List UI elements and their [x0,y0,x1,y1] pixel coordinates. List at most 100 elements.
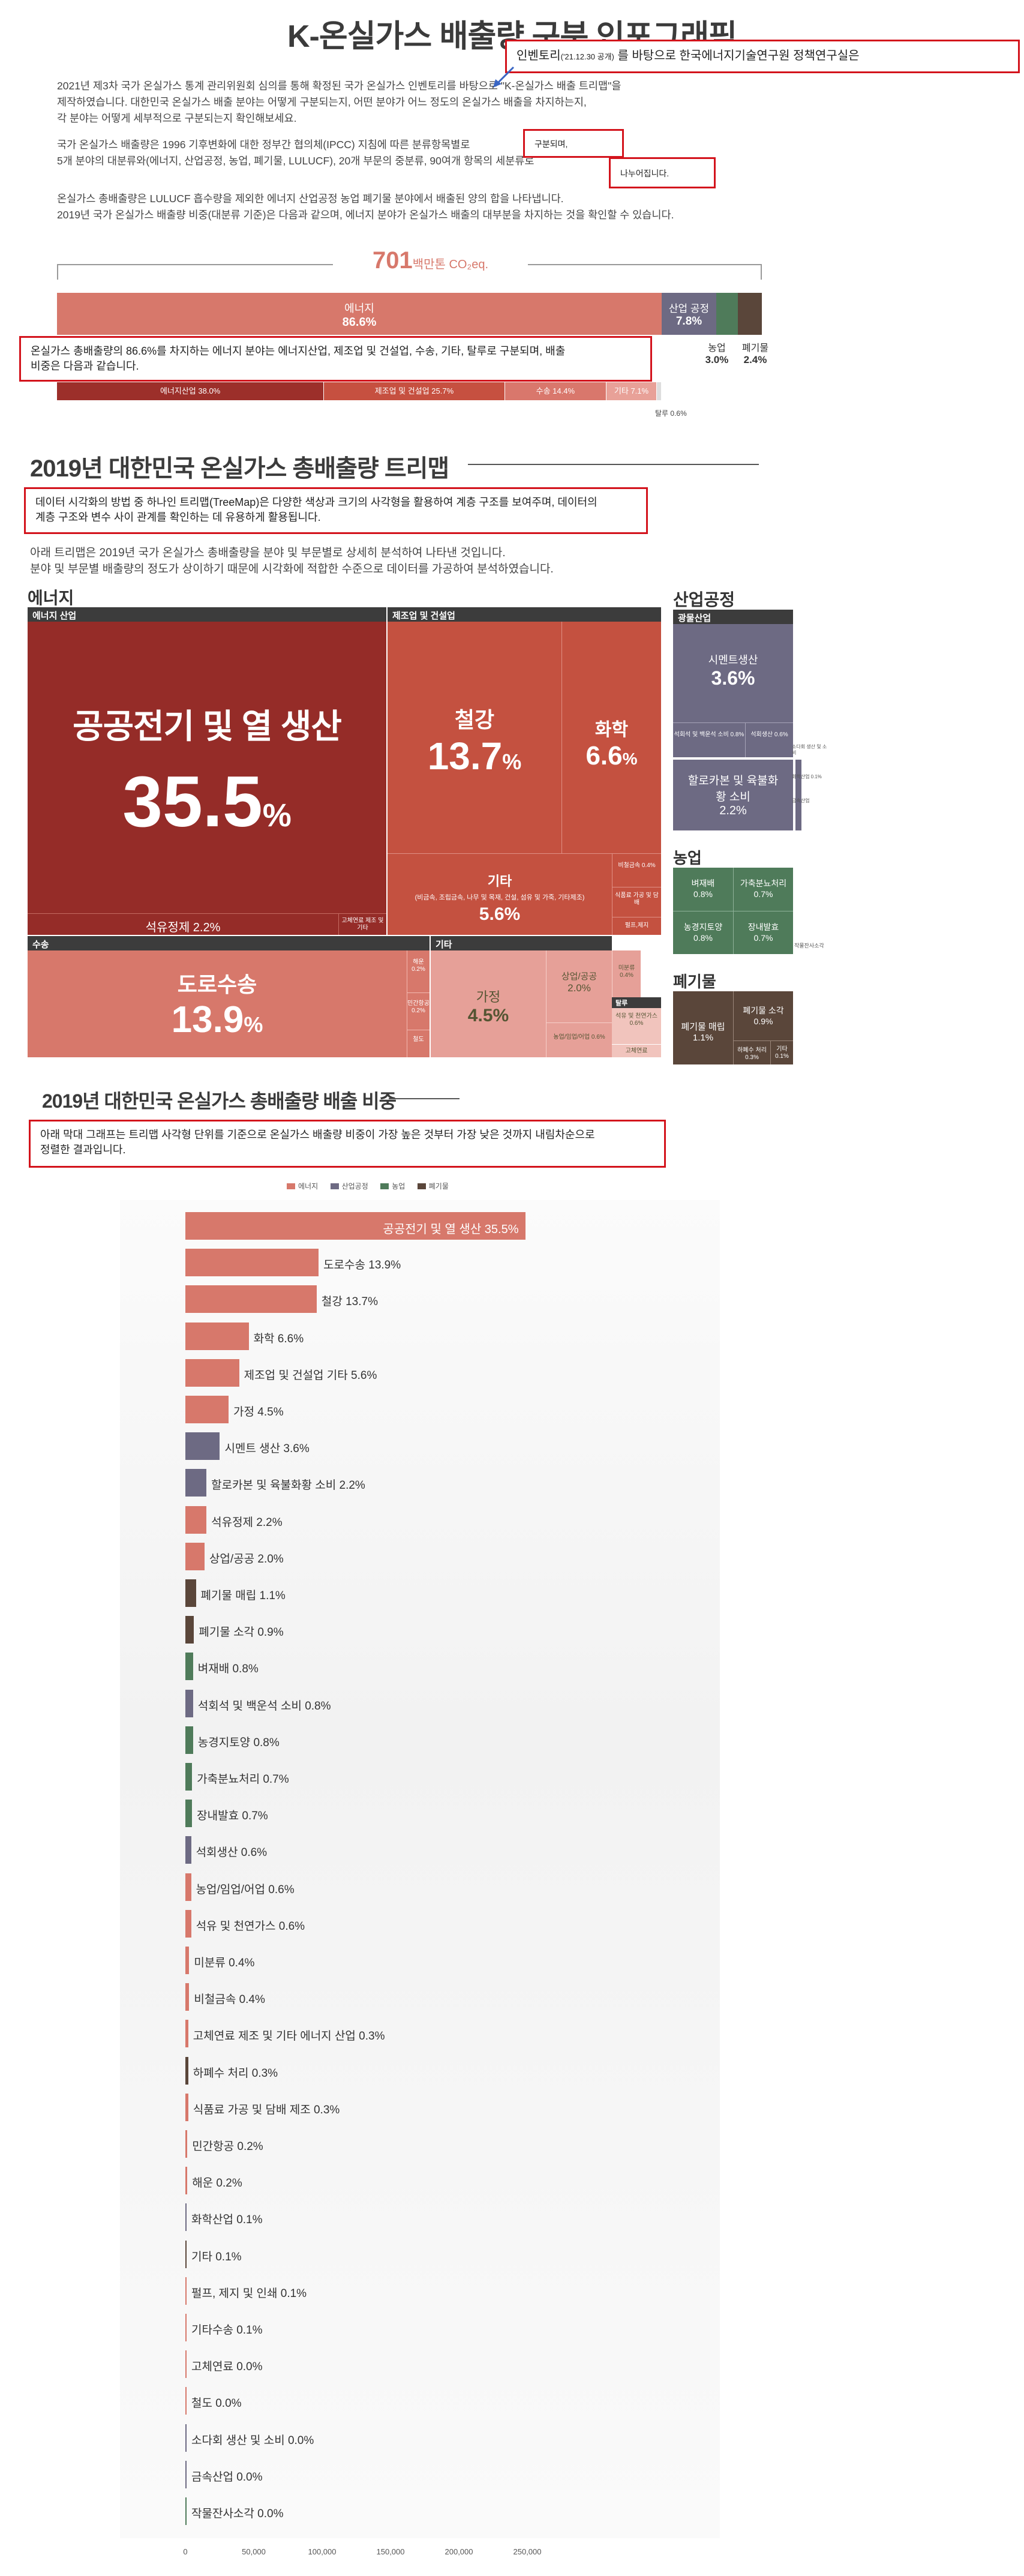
legend-swatch [287,1183,295,1189]
cell-label: 장내발효 [747,922,779,932]
mineral-header: 광물산업 [673,610,793,629]
treemap-wastewater: 하폐수 처리 0.3% [733,1040,770,1064]
chart-bar-label: 소다회 생산 및 소비 0.0% [191,2434,314,2447]
chart-bar-label: 고체연료 제조 및 기타 에너지 산업 0.3% [193,2030,385,2043]
treemap-unclassified: 미분류 0.4% [612,950,641,997]
legend-label: 농업 [392,1182,406,1190]
chart-bar [185,2203,187,2232]
chart-bar-label: 펄프, 제지 및 인쇄 0.1% [191,2287,307,2300]
treemap-waste-title: 폐기물 [673,973,716,991]
cell-value: 2.2% [719,804,747,817]
chart-bar-label: 제조업 및 건설업 기타 5.6% [244,1369,377,1382]
chart-bar-label: 벼재배 0.8% [197,1663,259,1676]
treemap-incineration: 폐기물 소각 0.9% [733,991,793,1040]
intro-line: 2019년 국가 온실가스 배출량 비중(대분류 기준)은 다음과 같으며, 에… [57,209,674,221]
cell-label: 고체연료 제조 및 기타 [341,917,384,931]
treemap-household: 가정 4.5% [431,950,546,1057]
note-text: 나누어집니다. [620,169,669,178]
legend-item: 농업 [380,1181,405,1191]
legend-item: 산업공정 [330,1181,368,1191]
energy-subsector-segment: 수송 14.4% [505,382,606,400]
sector-energy-bar: 에너지 86.6% [57,293,662,335]
arrow-icon [492,65,516,89]
legend-label: 폐기물 [428,1182,449,1190]
sector-value: 3.0% [705,354,729,365]
note-line: 온실가스 총배출량의 86.6%를 차지하는 에너지 분야는 에너지산업, 제조… [31,345,566,357]
chart-bar [185,1689,193,1717]
energy-subsector-segment [657,382,662,400]
cell-label: 비철금속 0.4% [618,862,656,869]
transport-header: 수송 [28,936,430,955]
chart-bar-label: 할로카본 및 육불화황 소비 2.2% [211,1479,365,1492]
cell-value: 0.7% [753,889,773,899]
intro-line: 국가 온실가스 배출량은 1996 기후변화에 대한 정부간 협의체(IPCC)… [57,139,470,151]
chart-bar [185,2240,187,2268]
cell-label: 화학산업 0.1% [792,774,822,779]
chart-bar-label: 해운 0.2% [192,2177,242,2190]
chart-bar-label: 가축분뇨처리 0.7% [197,1773,289,1786]
cell-value: 0.8% [693,889,713,899]
intro-paragraph-1: 2021년 제3차 국가 온실가스 통계 관리위원회 심의를 통해 확정된 국가… [57,78,795,127]
cell-label: 석유정제 2.2% [145,921,221,934]
treemap-solid-fuel: 고체연료 제조 및 기타 [338,913,386,935]
treemap-solid-fuel-leak: 고체연료 [612,1044,661,1057]
note-line: 정렬한 결과입니다. [40,1144,126,1156]
treemap-rail: 철도 [407,1030,430,1057]
treemap-commercial: 상업/공공 2.0% [546,950,612,1022]
x-tick-label: 50,000 [242,2547,266,2556]
energy-subsector-segment: 제조업 및 건설업 25.7% [324,382,505,400]
chart-bar [185,1359,239,1387]
chart-bar [185,1653,193,1681]
sector-waste-bar [738,293,762,335]
sector-label: 폐기물 [741,343,769,353]
total-value: 701 [372,247,413,274]
cell-label: 가정 [476,989,501,1004]
treemap-mfg-other: 기타 (비금속, 조립금속, 나무 및 목재, 건설, 섬유 및 가죽, 기타제… [388,853,612,935]
chart-bar-label: 농경지토양 0.8% [197,1736,280,1749]
cell-label: 농경지토양 [683,922,723,932]
sector-value: 86.6% [342,316,377,329]
chart-bar [185,2130,188,2158]
pct-sign: % [622,749,638,768]
chart-bar [185,1983,190,2011]
legend-swatch [330,1183,339,1189]
annotation-note-divided: 구분되며, [523,129,624,158]
cell-label: 소다회 생산 및 소비 [792,744,827,755]
chart-bar-label: 농업/임업/어업 0.6% [196,1883,295,1896]
treemap-pulp: 펄프,제지 [612,917,661,935]
chart-bar-label: 공공전기 및 열 생산 35.5% [383,1223,519,1236]
chart-bar-label: 도로수송 13.9% [323,1259,401,1272]
cell-label: 농업/임업/어업 0.6% [553,1034,605,1040]
energy-subsector-bar: 에너지산업 38.0% 제조업 및 건설업 25.7% 수송 14.4% 기타 7.1… [57,382,662,400]
chart-bar-label: 화학산업 0.1% [191,2214,263,2227]
cell-value: 5.6% [479,904,521,924]
chart-bar [185,2497,187,2525]
cell-value: 0.9% [753,1016,773,1026]
cell-label: 하폐수 처리 0.3% [737,1047,767,1061]
cell-label: 철도 [413,1036,424,1043]
sector-label: 산업 공정 [668,303,710,314]
treemap-soil: 농경지토양 0.8% [673,911,733,954]
chart-bar-label: 시멘트 생산 3.6% [224,1443,310,1456]
cell-value: 4.5% [467,1006,509,1025]
total-unit: 백만톤 CO₂eq. [412,258,489,271]
chart-bar [185,1836,191,1864]
chart-bar-label: 기타 0.1% [191,2250,242,2263]
cell-sublabel: (비금속, 조립금속, 나무 및 목재, 건설, 섬유 및 가죽, 기타제조) [415,894,585,901]
chart-bar [185,1800,193,1828]
chart-bar-label: 식품료 가공 및 담배 제조 0.3% [193,2103,340,2116]
chart-bar [185,1763,193,1791]
treemap-waste-other: 기타 0.1% [770,1040,793,1064]
chart-bar-label: 석회석 및 백운석 소비 0.8% [197,1699,331,1713]
note-text: 를 바탕으로 한국에너지기술연구원 정책연구실은 [614,49,860,62]
treemap-manure: 가축분뇨처리 0.7% [733,868,793,911]
treemap-steel: 철강 13.7% [388,622,561,853]
cell-label: 벼재배 [691,878,715,888]
chart-bar [185,1909,191,1938]
other-industry-labels: 소다회 생산 및 소비 화학산업 0.1% 금속산업 [792,744,828,804]
treemap-landfill: 폐기물 매립 1.1% [673,991,733,1064]
chart-bar-label: 미분류 0.4% [194,1957,255,1969]
leakage-header: 탈루 [612,997,661,1013]
chart-bar-label: 민간항공 0.2% [192,2140,263,2153]
